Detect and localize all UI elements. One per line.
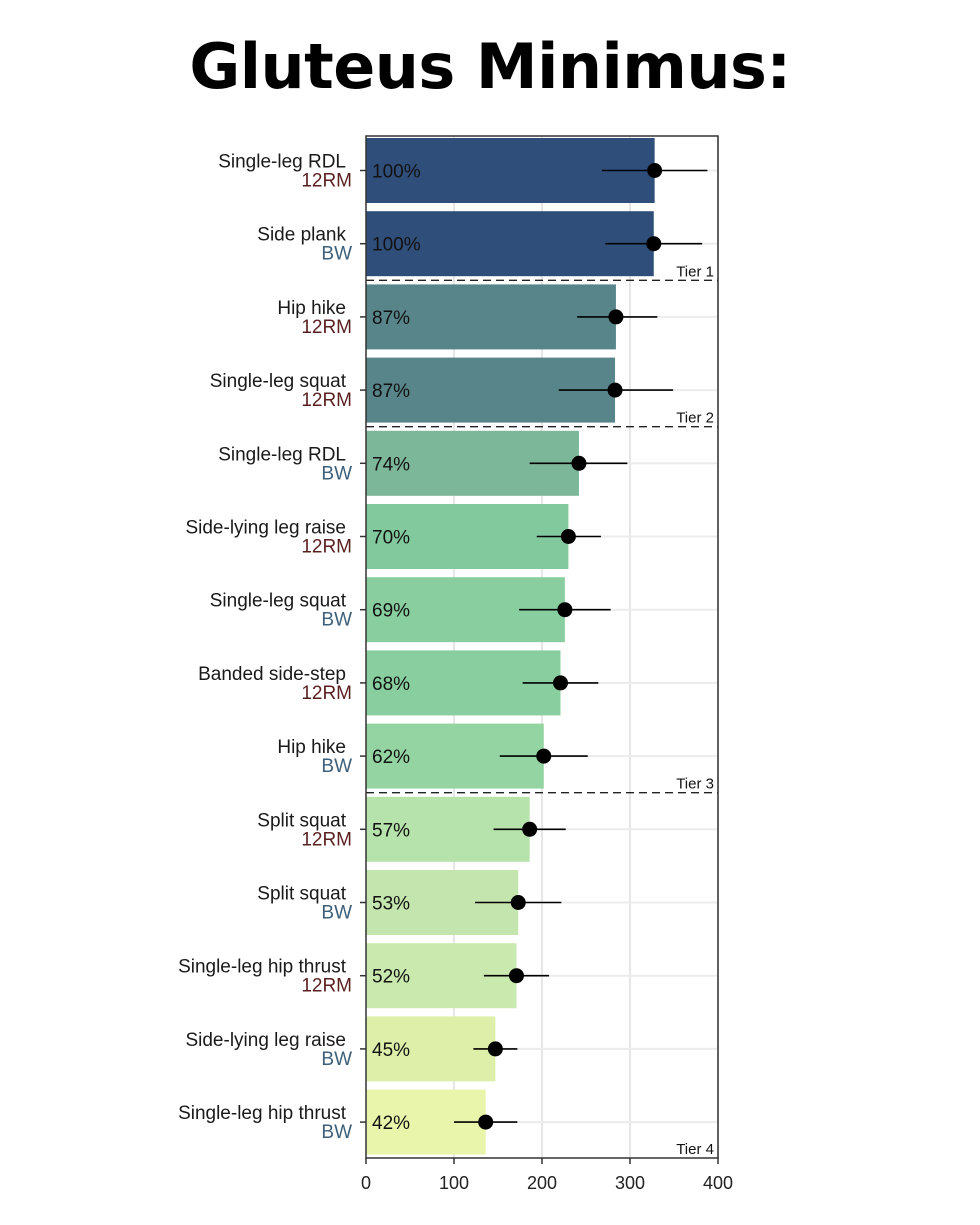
chart-title: Gluteus Minimus: xyxy=(189,30,791,103)
percent-label: 53% xyxy=(372,894,410,915)
exercise-label: Split squat xyxy=(257,884,346,905)
load-label: 12RM xyxy=(301,390,352,411)
tier-label: Tier 1 xyxy=(676,263,714,280)
load-label: 12RM xyxy=(301,976,352,997)
tier-label: Tier 2 xyxy=(676,410,714,427)
percent-label: 52% xyxy=(372,967,410,988)
percent-label: 87% xyxy=(372,381,410,402)
mean-point xyxy=(508,968,524,984)
exercise-label: Side plank xyxy=(257,225,346,246)
mean-point xyxy=(608,309,624,325)
mean-point xyxy=(571,455,587,471)
mean-point xyxy=(647,163,663,178)
x-tick-label: 400 xyxy=(703,1173,733,1193)
mean-point xyxy=(487,1041,503,1057)
percent-label: 70% xyxy=(372,528,410,549)
exercise-label: Split squat xyxy=(257,810,346,831)
bar xyxy=(366,504,569,569)
exercise-label: Single-leg squat xyxy=(210,371,347,392)
exercise-label: Side-lying leg raise xyxy=(185,1030,346,1051)
mean-point xyxy=(552,675,568,691)
percent-label: 100% xyxy=(372,162,421,183)
exercise-label: Single-leg hip thrust xyxy=(178,1103,347,1124)
mean-point xyxy=(646,236,662,252)
exercise-label: Single-leg hip thrust xyxy=(178,957,347,978)
x-tick-label: 300 xyxy=(615,1173,645,1193)
percent-label: 62% xyxy=(372,747,410,768)
mean-point xyxy=(557,602,573,618)
mean-point xyxy=(522,821,538,837)
percent-label: 45% xyxy=(372,1040,410,1061)
exercise-label: Single-leg squat xyxy=(210,591,347,612)
percent-label: 87% xyxy=(372,308,410,329)
exercise-label: Side-lying leg raise xyxy=(185,518,346,539)
load-label: BW xyxy=(321,610,352,631)
mean-point xyxy=(478,1114,494,1130)
load-label: BW xyxy=(321,463,352,484)
exercise-label: Hip hike xyxy=(277,737,346,758)
mean-point xyxy=(536,748,552,764)
percent-label: 42% xyxy=(372,1113,410,1134)
x-tick-label: 200 xyxy=(527,1173,557,1193)
load-label: BW xyxy=(321,903,352,924)
load-label: 12RM xyxy=(301,829,352,850)
load-label: 12RM xyxy=(301,537,352,558)
percent-label: 57% xyxy=(372,820,410,841)
load-label: 12RM xyxy=(301,317,352,338)
load-label: BW xyxy=(321,756,352,777)
exercise-label: Single-leg RDL xyxy=(218,152,346,173)
exercise-label: Single-leg RDL xyxy=(218,444,346,465)
tier-label: Tier 3 xyxy=(676,776,714,793)
mean-point xyxy=(607,382,623,398)
tier-label: Tier 4 xyxy=(676,1141,714,1158)
percent-label: 100% xyxy=(372,235,421,256)
exercise-label: Hip hike xyxy=(277,298,346,319)
load-label: BW xyxy=(321,1122,352,1143)
load-label: BW xyxy=(321,1049,352,1070)
load-label: 12RM xyxy=(301,171,352,192)
load-label: BW xyxy=(321,244,352,265)
mean-point xyxy=(560,529,576,544)
percent-label: 74% xyxy=(372,454,410,475)
bar xyxy=(366,284,616,350)
exercise-label: Banded side-step xyxy=(198,664,346,685)
x-tick-label: 100 xyxy=(439,1173,469,1193)
percent-label: 68% xyxy=(372,674,410,695)
load-label: 12RM xyxy=(301,683,352,704)
percent-label: 69% xyxy=(372,601,410,622)
x-tick-label: 0 xyxy=(361,1173,371,1193)
mean-point xyxy=(510,895,526,910)
